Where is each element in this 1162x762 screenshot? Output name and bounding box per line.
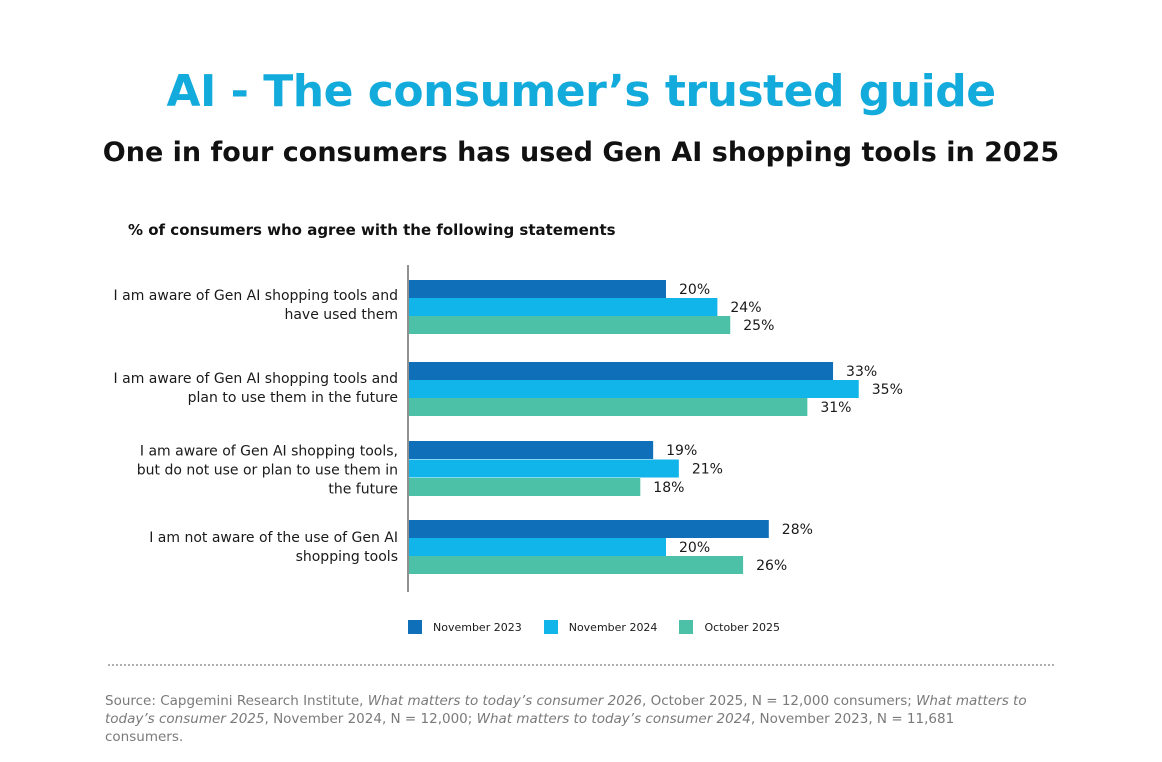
bar-3-november-2023 [409, 441, 654, 459]
bar-2-october-2025 [409, 398, 808, 416]
page-subtitle: One in four consumers has used Gen AI sh… [102, 137, 1060, 168]
category-label-line: the future [328, 481, 398, 498]
category-label-line: but do not use or plan to use them in [136, 462, 398, 479]
legend-item: November 2023 [408, 620, 522, 634]
legend-item: November 2024 [543, 620, 658, 634]
chart-legend: November 2023 November 2024 October 2025 [408, 620, 802, 634]
legend-label: November 2024 [568, 620, 658, 634]
bar-4-november-2023 [409, 520, 769, 538]
source-text: , November 2024, N = 12,000; [264, 711, 477, 727]
source-publication-title: What matters to today’s consumer 2025 [105, 693, 1027, 727]
data-label: 35% [872, 382, 903, 398]
source-publication-title: What matters to today’s consumer 2024 [476, 711, 751, 727]
data-label: 28% [782, 522, 813, 538]
legend-item: October 2025 [679, 620, 780, 634]
data-label: 25% [743, 318, 774, 334]
category-label-line: I am aware of Gen AI shopping tools and [113, 371, 398, 387]
bar-1-november-2023 [409, 280, 666, 298]
data-label: 24% [730, 300, 761, 316]
footer-divider [108, 664, 1054, 666]
legend-swatch [408, 620, 422, 634]
bar-4-november-2024 [409, 538, 666, 556]
data-label: 20% [679, 540, 710, 556]
category-label: I am not aware of the use of Gen AI shopp… [98, 529, 398, 567]
category-label-line: I am not aware of the use of Gen AI [149, 530, 398, 546]
bar-1-october-2025 [409, 316, 731, 334]
bar-1-november-2024 [409, 298, 718, 316]
page-title: AI - The consumer’s trusted guide [166, 66, 996, 117]
legend-label: October 2025 [704, 620, 780, 634]
data-label: 26% [756, 558, 787, 574]
category-label: I am aware of Gen AI shopping tools, but … [98, 443, 398, 500]
bar-2-november-2023 [409, 362, 834, 380]
bar-3-october-2025 [409, 478, 641, 496]
bar-2-november-2024 [409, 380, 859, 398]
data-label: 21% [692, 462, 723, 478]
category-label: I am aware of Gen AI shopping tools and p… [98, 370, 398, 408]
category-label: I am aware of Gen AI shopping tools and h… [98, 287, 398, 325]
data-label: 20% [679, 282, 710, 298]
category-label-line: have used them [284, 307, 398, 323]
source-publication-title: What matters to today’s consumer 2026 [367, 693, 642, 709]
category-label-line: shopping tools [295, 549, 398, 565]
data-label: 31% [820, 400, 851, 416]
data-label: 19% [666, 443, 697, 459]
category-label-line: plan to use them in the future [187, 390, 398, 406]
source-text: , November 2023, N = 11,681 consumers. [105, 711, 955, 745]
category-label-line: I am aware of Gen AI shopping tools and [113, 288, 398, 304]
chart-title: % of consumers who agree with the follow… [128, 221, 616, 239]
data-label: 33% [846, 364, 877, 380]
source-text: , October 2025, N = 12,000 consumers; [642, 693, 917, 709]
source-text: Source: Capgemini Research Institute, [105, 693, 368, 709]
legend-label: November 2023 [433, 620, 522, 634]
data-label: 18% [653, 480, 684, 496]
category-label-line: I am aware of Gen AI shopping tools, [139, 443, 398, 460]
source-note: Source: Capgemini Research Institute, Wh… [105, 692, 1035, 746]
legend-swatch [543, 620, 558, 634]
legend-swatch [679, 620, 694, 634]
bar-4-october-2025 [409, 556, 744, 574]
bar-3-november-2024 [409, 459, 679, 478]
